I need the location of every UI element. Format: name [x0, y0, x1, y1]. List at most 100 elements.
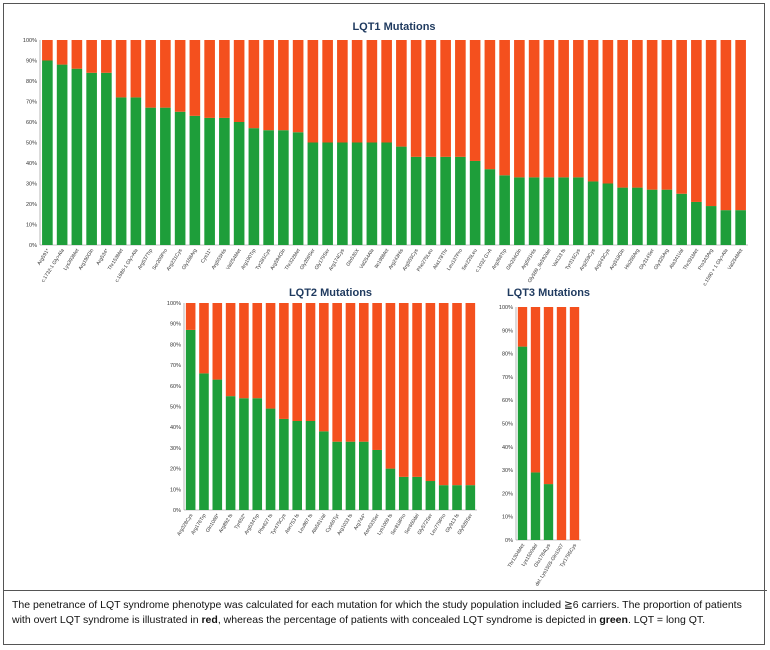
charts-area: LQT1 Mutations 0% 10% 20% 30% 40% 50% 60% 70% 80%… [23, 21, 748, 587]
bar-concealed [440, 156, 451, 245]
caption-green-word: green [599, 614, 628, 626]
caption-part-2: , whereas the percentage of patients wit… [217, 614, 600, 626]
bar-overt [319, 303, 329, 432]
bar-concealed [385, 468, 396, 510]
y-tick-label: 100% [23, 38, 37, 44]
y-tick-label: 40% [26, 161, 37, 167]
bar-overt [412, 303, 422, 477]
y-tick-label: 0% [173, 508, 181, 514]
bar-concealed [465, 485, 476, 510]
bar-overt [484, 40, 496, 170]
bar-overt [372, 303, 382, 450]
bar-overt [385, 303, 396, 469]
figure-frame [3, 3, 765, 645]
bar-overt [145, 40, 156, 108]
caption-part-1: The penetrance of LQT syndrome phenotype… [12, 599, 742, 626]
bar-overt [676, 40, 687, 194]
y-tick-label: 100% [499, 305, 513, 311]
y-tick-label: 80% [502, 352, 513, 358]
bar-overt [425, 303, 436, 482]
bar-concealed [101, 72, 112, 245]
bar-concealed [86, 72, 97, 245]
bar-concealed [617, 187, 628, 245]
bar-concealed [345, 441, 356, 510]
bar-overt [351, 40, 363, 143]
bar-concealed [185, 329, 196, 510]
bar-overt [305, 303, 316, 421]
bar-concealed [705, 206, 717, 245]
y-tick-label: 20% [26, 202, 37, 208]
bar-overt [115, 40, 127, 98]
bar-overt [279, 303, 289, 419]
chart-title: LQT3 Mutations [507, 287, 590, 299]
y-tick-label: 30% [502, 468, 513, 474]
y-tick-label: 50% [26, 141, 37, 147]
bar-concealed [292, 132, 304, 245]
bar-concealed [530, 472, 541, 540]
bar-overt [398, 303, 409, 477]
bar-overt [160, 40, 171, 108]
bar-concealed [305, 420, 316, 510]
bar-overt [425, 40, 437, 157]
bar-concealed [499, 175, 510, 245]
bar-concealed [735, 210, 746, 245]
bar-concealed [455, 156, 466, 245]
bar-overt [359, 303, 369, 442]
bar-overt [345, 303, 356, 442]
bar-overt [381, 40, 392, 143]
bar-concealed [278, 130, 289, 245]
y-tick-label: 10% [170, 487, 181, 493]
bar-concealed [438, 485, 449, 510]
bar-concealed [292, 420, 302, 510]
bar-concealed [661, 189, 673, 245]
bar-overt [185, 303, 196, 330]
y-tick-label: 70% [170, 363, 181, 369]
bar-overt [517, 307, 528, 347]
bar-overt [252, 303, 263, 399]
bar-concealed [279, 418, 289, 510]
bar-overt [278, 40, 289, 131]
bar-concealed [412, 476, 422, 510]
bar-concealed [322, 142, 333, 245]
bar-overt [735, 40, 746, 211]
bar-concealed [632, 187, 643, 245]
bar-overt [130, 40, 142, 98]
caption-part-3: . LQT = long QT. [627, 614, 706, 626]
bar-concealed [189, 115, 201, 245]
bar-overt [71, 40, 83, 69]
bar-concealed [115, 97, 127, 246]
bar-overt [410, 40, 422, 157]
caption-red-word: red [201, 614, 218, 626]
bar-overt [602, 40, 614, 184]
bar-overt [332, 303, 342, 442]
bar-concealed [160, 107, 171, 246]
bar-overt [543, 307, 554, 485]
bar-overt [212, 303, 223, 380]
bar-overt [499, 40, 510, 176]
bar-overt [587, 40, 599, 182]
y-tick-label: 90% [502, 328, 513, 334]
bar-concealed [366, 142, 378, 245]
bar-concealed [646, 189, 658, 245]
bar-overt [189, 40, 201, 116]
bar-overt [514, 40, 525, 178]
bar-concealed [233, 122, 245, 245]
chart-title: LQT2 Mutations [289, 287, 372, 299]
bar-overt [617, 40, 628, 188]
bar-concealed [381, 142, 392, 245]
bar-concealed [720, 210, 732, 245]
bar-overt [292, 40, 304, 133]
bar-overt [204, 40, 215, 118]
y-tick-label: 40% [170, 425, 181, 431]
y-tick-label: 30% [170, 446, 181, 452]
bar-overt [396, 40, 407, 147]
bar-overt [543, 40, 555, 178]
bar-concealed [543, 177, 555, 245]
bar-concealed [212, 379, 223, 510]
bar-concealed [199, 373, 209, 510]
bar-concealed [56, 64, 68, 245]
bar-concealed [71, 68, 83, 245]
bar-concealed [225, 396, 236, 510]
bar-concealed [239, 398, 249, 510]
bar-concealed [319, 431, 329, 510]
